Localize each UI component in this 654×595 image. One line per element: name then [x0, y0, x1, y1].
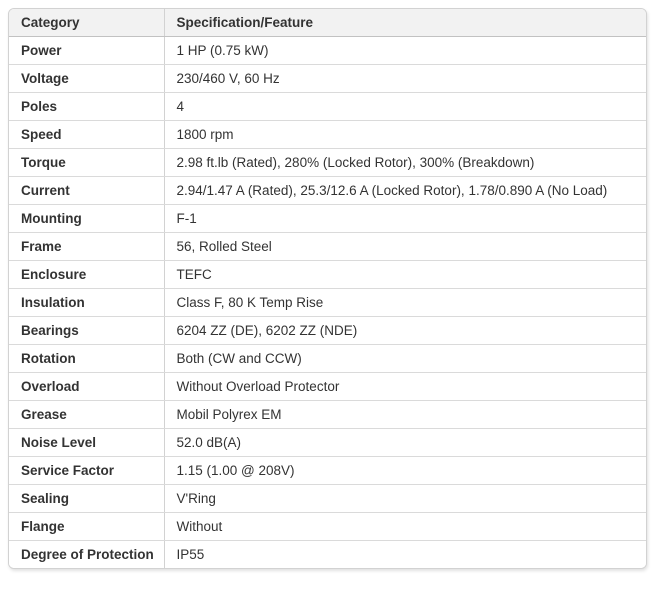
- table-row: Poles 4: [9, 92, 646, 121]
- specification-cell: IP55: [163, 540, 646, 568]
- table-row: Grease Mobil Polyrex EM: [9, 400, 646, 429]
- column-header-specification: Specification/Feature: [163, 9, 646, 37]
- specification-cell: 6204 ZZ (DE), 6202 ZZ (NDE): [163, 316, 646, 345]
- spec-table: Category Specification/Feature Power 1 HP…: [9, 9, 646, 568]
- table-row: Current 2.94/1.47 A (Rated), 25.3/12.6 A …: [9, 176, 646, 205]
- specification-cell: F-1: [163, 204, 646, 233]
- category-cell: Bearings: [9, 316, 164, 345]
- category-cell: Noise Level: [9, 428, 164, 457]
- category-cell: Torque: [9, 148, 164, 177]
- table-row: Noise Level 52.0 dB(A): [9, 428, 646, 457]
- specification-cell: Mobil Polyrex EM: [163, 400, 646, 429]
- category-cell: Current: [9, 176, 164, 205]
- specification-cell: 230/460 V, 60 Hz: [163, 64, 646, 93]
- category-cell: Insulation: [9, 288, 164, 317]
- table-row: Enclosure TEFC: [9, 260, 646, 289]
- table-row: Overload Without Overload Protector: [9, 372, 646, 401]
- specification-cell: 52.0 dB(A): [163, 428, 646, 457]
- category-cell: Speed: [9, 120, 164, 149]
- category-cell: Grease: [9, 400, 164, 429]
- category-cell: Flange: [9, 512, 164, 541]
- category-cell: Overload: [9, 372, 164, 401]
- spec-table-container: Category Specification/Feature Power 1 HP…: [8, 8, 647, 569]
- table-row: Insulation Class F, 80 K Temp Rise: [9, 288, 646, 317]
- header-row: Category Specification/Feature: [9, 9, 646, 37]
- category-cell: Degree of Protection: [9, 540, 164, 568]
- table-row: Service Factor 1.15 (1.00 @ 208V): [9, 456, 646, 485]
- table-row: Rotation Both (CW and CCW): [9, 344, 646, 373]
- table-row: Frame 56, Rolled Steel: [9, 232, 646, 261]
- table-row: Mounting F-1: [9, 204, 646, 233]
- table-row: Flange Without: [9, 512, 646, 541]
- specification-cell: 4: [163, 92, 646, 121]
- category-cell: Poles: [9, 92, 164, 121]
- category-cell: Mounting: [9, 204, 164, 233]
- specification-cell: 56, Rolled Steel: [163, 232, 646, 261]
- table-body: Power 1 HP (0.75 kW) Voltage 230/460 V, 60 …: [9, 36, 646, 568]
- specification-cell: 1.15 (1.00 @ 208V): [163, 456, 646, 485]
- category-cell: Voltage: [9, 64, 164, 93]
- specification-cell: Class F, 80 K Temp Rise: [163, 288, 646, 317]
- specification-cell: Without: [163, 512, 646, 541]
- category-cell: Service Factor: [9, 456, 164, 485]
- category-cell: Sealing: [9, 484, 164, 513]
- specification-cell: 1 HP (0.75 kW): [163, 36, 646, 65]
- table-row: Power 1 HP (0.75 kW): [9, 36, 646, 65]
- category-cell: Power: [9, 36, 164, 65]
- category-cell: Enclosure: [9, 260, 164, 289]
- table-row: Degree of Protection IP55: [9, 540, 646, 568]
- specification-cell: TEFC: [163, 260, 646, 289]
- specification-cell: Both (CW and CCW): [163, 344, 646, 373]
- specification-cell: 2.98 ft.lb (Rated), 280% (Locked Rotor),…: [163, 148, 646, 177]
- category-cell: Rotation: [9, 344, 164, 373]
- column-header-category: Category: [9, 9, 164, 37]
- table-row: Bearings 6204 ZZ (DE), 6202 ZZ (NDE): [9, 316, 646, 345]
- table-row: Voltage 230/460 V, 60 Hz: [9, 64, 646, 93]
- specification-cell: Without Overload Protector: [163, 372, 646, 401]
- table-row: Sealing V'Ring: [9, 484, 646, 513]
- category-cell: Frame: [9, 232, 164, 261]
- table-row: Torque 2.98 ft.lb (Rated), 280% (Locked R…: [9, 148, 646, 177]
- specification-cell: V'Ring: [163, 484, 646, 513]
- specification-cell: 2.94/1.47 A (Rated), 25.3/12.6 A (Locked…: [163, 176, 646, 205]
- specification-cell: 1800 rpm: [163, 120, 646, 149]
- table-header: Category Specification/Feature: [9, 9, 646, 37]
- table-row: Speed 1800 rpm: [9, 120, 646, 149]
